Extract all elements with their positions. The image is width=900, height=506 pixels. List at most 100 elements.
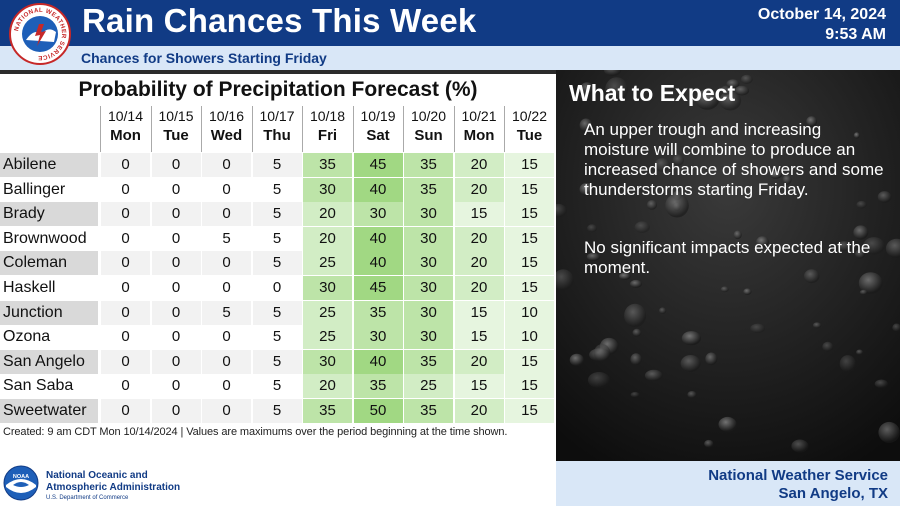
raindrop bbox=[579, 183, 594, 196]
pop-cell: 35 bbox=[352, 374, 403, 399]
table-footnote: Created: 9 am CDT Mon 10/14/2024 | Value… bbox=[3, 426, 508, 438]
pop-cell: 40 bbox=[352, 177, 403, 202]
office-band: National Weather Service San Angelo, TX bbox=[556, 461, 900, 506]
column-header: 10/22 Tue bbox=[504, 106, 554, 152]
pop-cell: 0 bbox=[201, 153, 251, 177]
column-date: 10/18 bbox=[309, 108, 346, 124]
pop-cell: 0 bbox=[100, 202, 150, 227]
city-name: Coleman bbox=[0, 251, 98, 276]
raindrop bbox=[579, 93, 590, 101]
raindrop bbox=[586, 252, 601, 261]
pop-cell: 5 bbox=[251, 153, 302, 177]
pop-cell: 30 bbox=[403, 300, 453, 325]
column-date: 10/17 bbox=[259, 108, 295, 124]
pop-cell: 30 bbox=[403, 226, 453, 251]
pop-cell: 0 bbox=[100, 399, 150, 423]
raindrop bbox=[822, 341, 834, 352]
pop-cell: 30 bbox=[302, 276, 352, 300]
raindrop bbox=[750, 323, 766, 334]
pop-cell: 15 bbox=[504, 177, 554, 202]
pop-cell: 5 bbox=[251, 349, 302, 374]
column-day: Mon bbox=[463, 127, 495, 144]
pop-cell: 0 bbox=[201, 177, 251, 202]
noaa-department: U.S. Department of Commerce bbox=[46, 495, 129, 501]
pop-cell: 5 bbox=[251, 226, 302, 251]
column-day: Mon bbox=[110, 127, 141, 144]
office-line1: National Weather Service bbox=[708, 467, 888, 484]
pop-cell: 15 bbox=[453, 202, 504, 227]
pop-cell: 0 bbox=[150, 226, 201, 251]
pop-cell: 0 bbox=[100, 325, 150, 350]
pop-cell: 20 bbox=[302, 374, 352, 399]
column-day: Tue bbox=[516, 127, 543, 144]
column-header: 10/14 Mon bbox=[100, 106, 150, 152]
raindrop bbox=[740, 74, 753, 84]
pop-cell: 5 bbox=[201, 226, 251, 251]
pop-cell: 20 bbox=[453, 399, 504, 423]
pop-cell: 35 bbox=[302, 153, 352, 177]
raindrop bbox=[580, 82, 594, 95]
pop-cell: 40 bbox=[352, 226, 403, 251]
raindrop bbox=[892, 323, 900, 332]
pop-cell: 20 bbox=[453, 153, 504, 177]
pop-cell: 30 bbox=[302, 177, 352, 202]
header-bar: Rain Chances This Week October 14, 2024 … bbox=[0, 0, 900, 46]
pop-cell: 30 bbox=[403, 251, 453, 276]
pop-cell: 0 bbox=[150, 153, 201, 177]
pop-cell: 15 bbox=[504, 399, 554, 423]
issue-time: 9:53 AM bbox=[825, 26, 886, 43]
table-row: Coleman 0 0 0 5 25 40 30 20 15 bbox=[0, 251, 556, 276]
pop-cell: 0 bbox=[201, 325, 251, 350]
pop-cell: 0 bbox=[150, 276, 201, 300]
pop-cell: 30 bbox=[352, 202, 403, 227]
office-line2: San Angelo, TX bbox=[778, 485, 888, 502]
pop-cell: 0 bbox=[100, 374, 150, 399]
pop-cell: 5 bbox=[251, 374, 302, 399]
pop-cell: 30 bbox=[403, 202, 453, 227]
pop-cell: 0 bbox=[150, 251, 201, 276]
raindrop-background bbox=[556, 70, 900, 461]
expect-paragraph-2: No significant impacts expected at the m… bbox=[584, 238, 871, 277]
noaa-name: National Oceanic and Atmospheric Adminis… bbox=[46, 470, 180, 494]
raindrop bbox=[556, 203, 567, 218]
pop-cell: 0 bbox=[150, 325, 201, 350]
pop-cell: 0 bbox=[150, 349, 201, 374]
pop-cell: 0 bbox=[201, 399, 251, 423]
pop-cell: 35 bbox=[403, 399, 453, 423]
pop-cell: 5 bbox=[251, 177, 302, 202]
raindrop bbox=[855, 249, 866, 259]
pop-cell: 35 bbox=[302, 399, 352, 423]
subtitle-bar: Chances for Showers Starting Friday bbox=[0, 46, 900, 70]
column-day: Fri bbox=[317, 127, 338, 144]
nws-office: National Weather Service San Angelo, TX bbox=[708, 467, 888, 503]
raindrop bbox=[646, 200, 658, 210]
raindrop bbox=[874, 379, 889, 389]
raindrop bbox=[743, 288, 752, 295]
raindrop bbox=[630, 279, 642, 288]
table-header-row: 10/14 Mon 10/15 Tue 10/16 Wed 10/17 Thu 10/18 Fri… bbox=[0, 106, 556, 152]
column-day: Tue bbox=[163, 127, 189, 144]
raindrop bbox=[719, 90, 742, 111]
table-row: Junction 0 0 5 5 25 35 30 15 10 bbox=[0, 300, 556, 325]
noaa-name-line2: Atmospheric Administration bbox=[46, 482, 181, 493]
pop-cell: 30 bbox=[403, 276, 453, 300]
raindrop bbox=[804, 269, 820, 284]
expect-paragraph-1: An upper trough and increasing moisture … bbox=[584, 120, 884, 199]
raindrop bbox=[853, 225, 869, 240]
column-header: 10/21 Mon bbox=[453, 106, 504, 152]
raindrop bbox=[680, 355, 701, 372]
raindrop bbox=[681, 331, 701, 346]
raindrop bbox=[856, 349, 864, 355]
city-name: San Angelo bbox=[0, 349, 98, 374]
city-name: Brownwood bbox=[0, 226, 98, 251]
raindrop bbox=[853, 132, 860, 139]
pop-cell: 35 bbox=[403, 153, 453, 177]
issue-date: October 14, 2024 bbox=[757, 6, 886, 23]
raindrop bbox=[556, 269, 574, 291]
column-header: 10/17 Thu bbox=[251, 106, 302, 152]
pop-cell: 5 bbox=[251, 202, 302, 227]
raindrop bbox=[726, 79, 740, 89]
raindrop bbox=[619, 272, 631, 280]
column-date: 10/19 bbox=[360, 108, 396, 124]
raindrop bbox=[782, 174, 792, 185]
